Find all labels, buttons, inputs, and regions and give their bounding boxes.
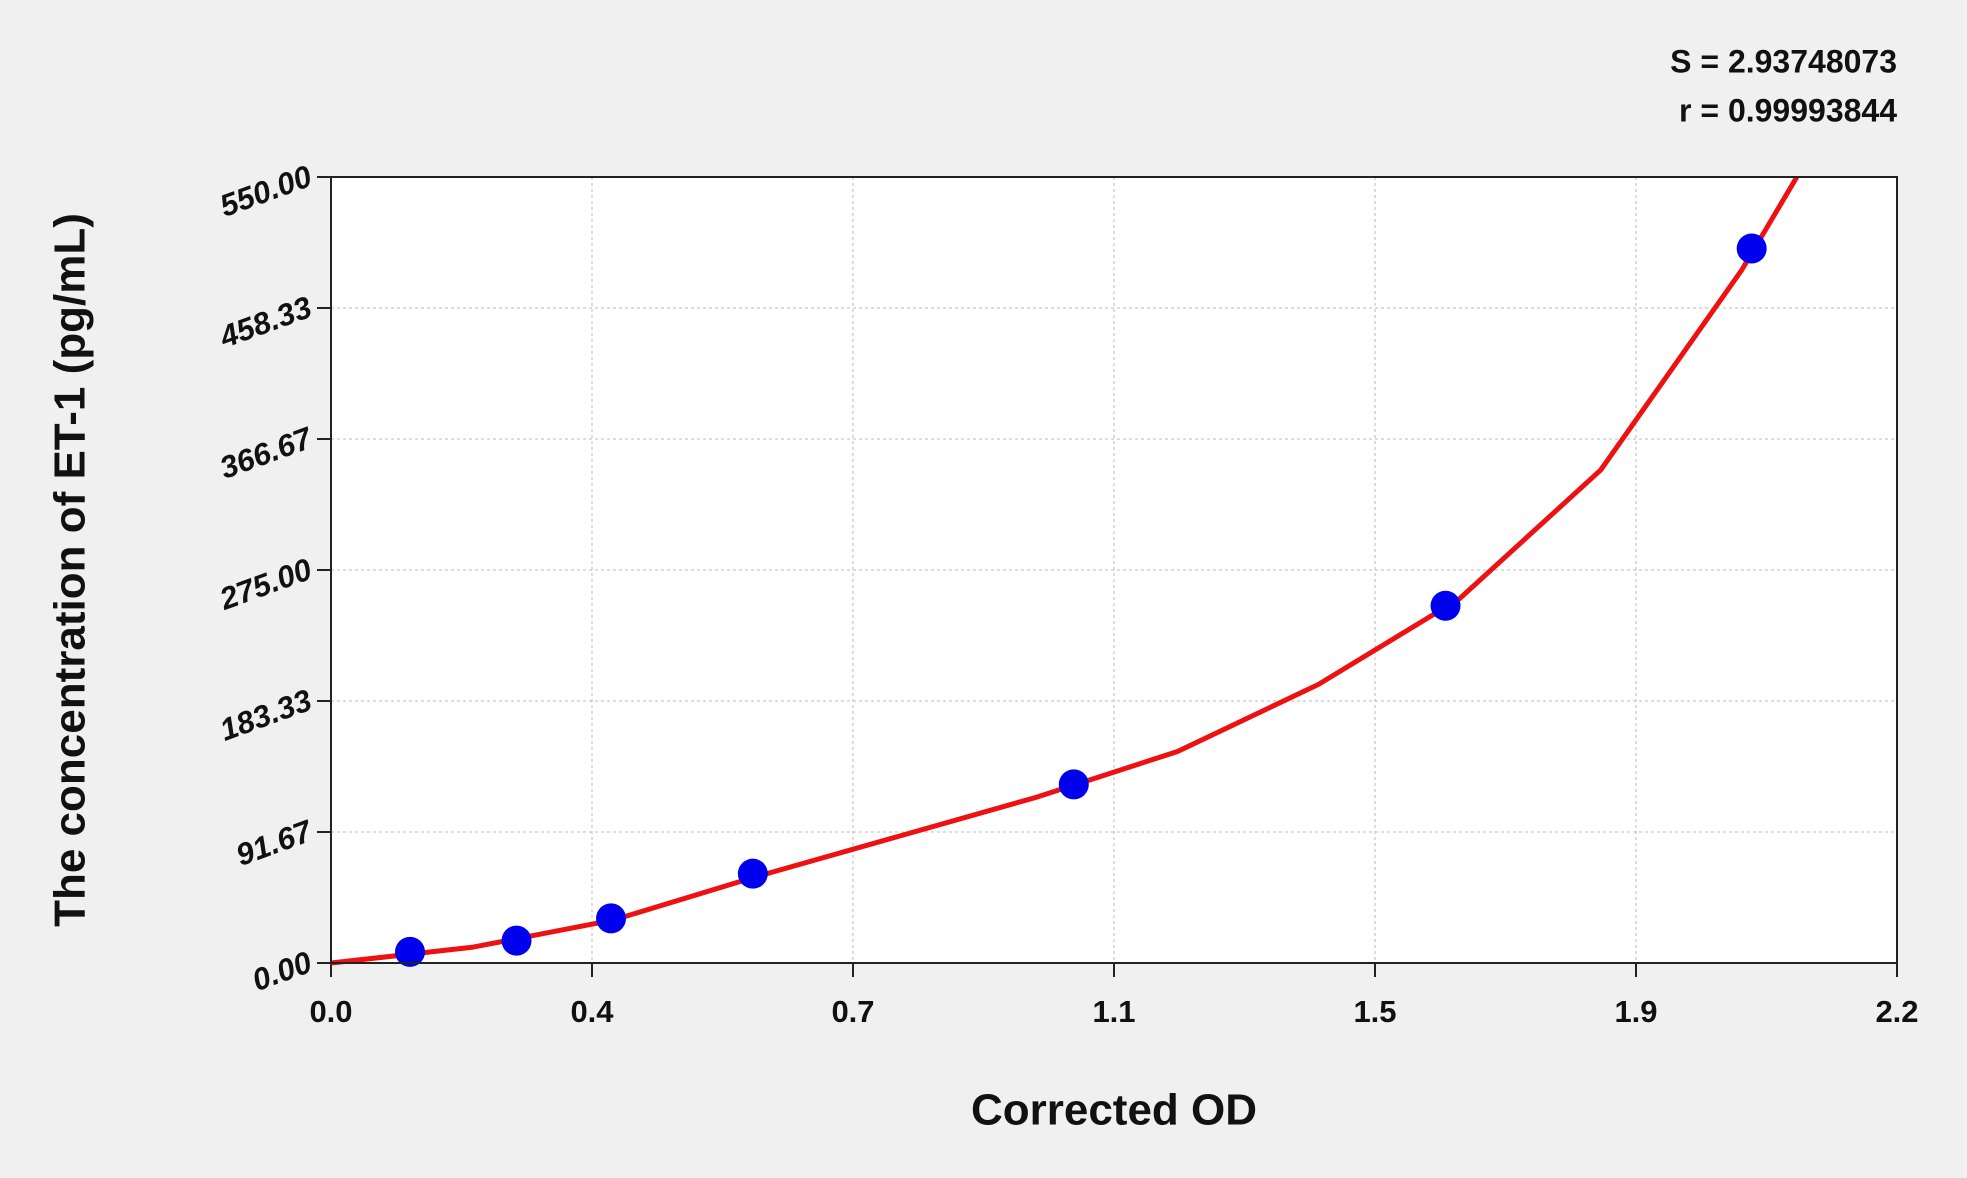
fit-curve: [330, 175, 1799, 966]
plot-frame: [330, 176, 1898, 964]
data-point: [1430, 590, 1461, 621]
x-tick-label: 1.1: [1092, 994, 1135, 1029]
x-axis-title: Corrected OD: [971, 1086, 1257, 1135]
x-tick-label: 1.9: [1614, 994, 1657, 1029]
x-tick-label: 0.4: [570, 994, 614, 1029]
data-point: [596, 903, 627, 934]
annotation: S = 2.93748073: [1670, 43, 1897, 79]
y-axis-title: The concentration of ET-1 (pg/mL): [46, 213, 95, 927]
x-tick-label: 0.0: [309, 994, 352, 1029]
data-point: [1736, 233, 1767, 264]
x-tick-label: 0.7: [831, 994, 874, 1029]
annotation: r = 0.99993844: [1679, 92, 1897, 128]
data-point: [395, 936, 426, 967]
data-point: [737, 858, 768, 889]
data-point: [1058, 769, 1089, 800]
data-point: [501, 925, 532, 956]
x-tick-label: 2.2: [1875, 994, 1918, 1029]
x-tick-label: 1.5: [1353, 994, 1396, 1029]
